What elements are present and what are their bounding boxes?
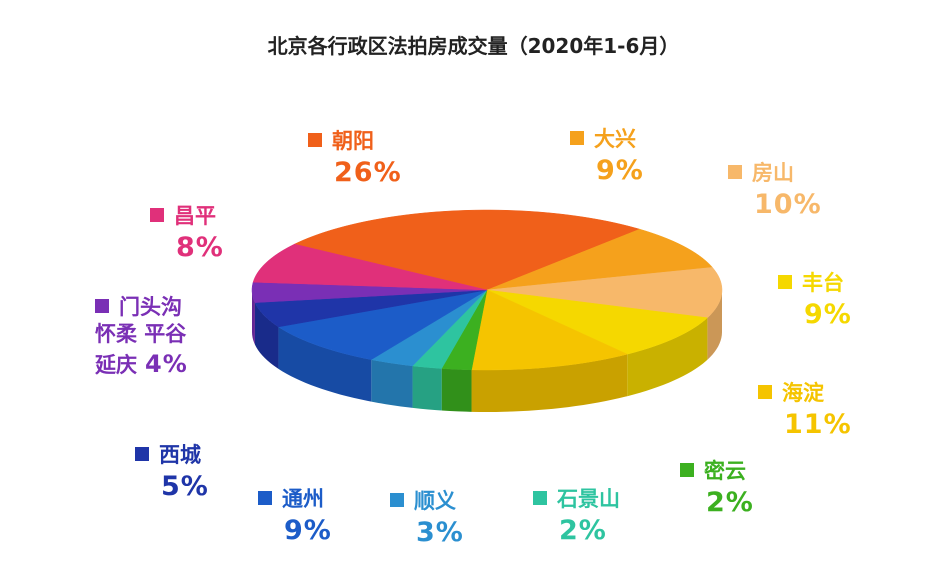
data-label: 海淀 11% xyxy=(758,380,852,442)
value-label: 9% xyxy=(596,155,644,187)
legend-swatch xyxy=(390,493,404,507)
category-label: 朝阳 xyxy=(332,129,374,153)
legend-swatch xyxy=(258,491,272,505)
slice xyxy=(252,243,488,291)
legend-swatch xyxy=(150,208,164,222)
slice xyxy=(293,209,641,291)
value-label: 9% xyxy=(804,299,852,331)
pie-sides xyxy=(252,290,722,412)
data-label: 朝阳 26% xyxy=(308,128,402,190)
value-label: 9% xyxy=(284,515,332,547)
legend-swatch xyxy=(308,133,322,147)
data-label: 密云 2% xyxy=(680,458,754,520)
category-label: 昌平 xyxy=(174,204,216,228)
chart-title: 北京各行政区法拍房成交量（2020年1-6月） xyxy=(267,34,680,58)
value-label: 11% xyxy=(784,409,852,441)
category-label: 房山 xyxy=(752,161,794,185)
data-label: 大兴 9% xyxy=(570,126,644,188)
data-label: 丰台 9% xyxy=(778,270,852,332)
category-label: 海淀 xyxy=(782,381,824,405)
value-label: 2% xyxy=(559,515,607,547)
slice xyxy=(277,289,488,360)
value-label: 5% xyxy=(161,471,209,503)
data-label: 石景山 2% xyxy=(533,486,620,548)
slice-side xyxy=(627,317,708,397)
data-label: 门头沟 怀柔 平谷 延庆 4% xyxy=(95,294,188,380)
value-label: 10% xyxy=(754,189,822,221)
legend-swatch xyxy=(680,463,694,477)
legend-swatch xyxy=(758,385,772,399)
category-label: 顺义 xyxy=(414,489,456,513)
legend-swatch xyxy=(135,447,149,461)
value-label: 8% xyxy=(176,232,224,264)
slice xyxy=(486,267,723,319)
data-label: 顺义 3% xyxy=(390,488,464,550)
pie-tops xyxy=(251,209,723,371)
category-label: 密云 xyxy=(704,459,746,483)
data-label: 西城 5% xyxy=(135,442,209,504)
category-label: 大兴 xyxy=(594,127,636,151)
value-label: 3% xyxy=(416,517,464,549)
slice xyxy=(486,228,713,291)
category-label: 丰台 xyxy=(802,271,844,295)
slice-side xyxy=(471,354,628,412)
value-label: 26% xyxy=(334,157,402,189)
data-label: 昌平 8% xyxy=(150,203,224,265)
legend-swatch xyxy=(95,299,109,313)
data-label: 通州 9% xyxy=(258,486,332,548)
slice-side xyxy=(278,326,372,402)
category-label: 通州 xyxy=(282,487,324,511)
legend-swatch xyxy=(778,275,792,289)
legend-swatch xyxy=(728,165,742,179)
legend-swatch xyxy=(570,131,584,145)
data-label: 房山 10% xyxy=(728,160,822,222)
legend-swatch xyxy=(533,491,547,505)
slice-side xyxy=(707,290,722,360)
category-label: 石景山 xyxy=(557,487,620,511)
category-label: 西城 xyxy=(159,443,201,467)
slice-side xyxy=(254,302,279,369)
slice xyxy=(254,289,488,328)
slice-side xyxy=(441,368,472,412)
slice xyxy=(370,289,488,367)
slice-side xyxy=(371,359,413,408)
category-label: 门头沟 怀柔 平谷 延庆 xyxy=(95,295,187,377)
value-label: 2% xyxy=(706,487,754,519)
slice xyxy=(251,281,488,303)
slice-side xyxy=(252,290,255,345)
slice xyxy=(486,289,708,355)
slice xyxy=(471,289,628,371)
slice-side xyxy=(412,365,442,411)
value-label: 4% xyxy=(145,349,188,378)
